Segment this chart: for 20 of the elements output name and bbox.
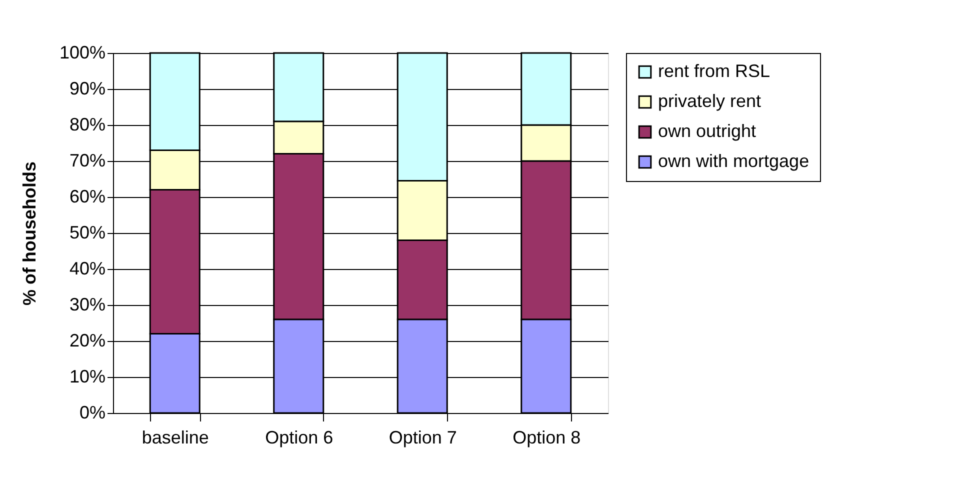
- y-tick-label: 60%: [69, 186, 106, 206]
- y-tick-label: 0%: [79, 402, 106, 422]
- y-tick-label: 90%: [69, 78, 106, 98]
- y-tick-label: 30%: [69, 294, 106, 314]
- y-tick-label: 100%: [59, 42, 106, 62]
- x-tick-label: Option 8: [512, 428, 581, 448]
- x-tick-label: Option 6: [265, 428, 334, 448]
- x-tick-label: baseline: [142, 428, 209, 448]
- y-tick-label: 80%: [69, 114, 106, 134]
- legend-label: own with mortgage: [658, 151, 810, 171]
- x-tick-label: Option 7: [388, 428, 457, 448]
- y-tick-label: 70%: [69, 150, 106, 170]
- y-tick-label: 40%: [69, 258, 106, 278]
- y-tick-label: 50%: [69, 222, 106, 242]
- y-tick-label: 20%: [69, 330, 106, 350]
- legend-label: rent from RSL: [658, 61, 770, 81]
- legend-label: own outright: [658, 121, 756, 141]
- y-tick-label: 10%: [69, 366, 106, 386]
- legend-label: privately rent: [658, 91, 762, 111]
- y-axis-title: % of households: [19, 162, 40, 306]
